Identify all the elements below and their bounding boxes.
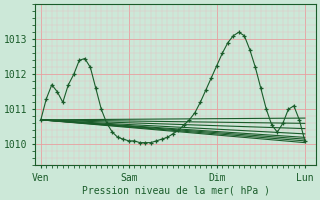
X-axis label: Pression niveau de la mer( hPa ): Pression niveau de la mer( hPa ): [82, 186, 269, 196]
